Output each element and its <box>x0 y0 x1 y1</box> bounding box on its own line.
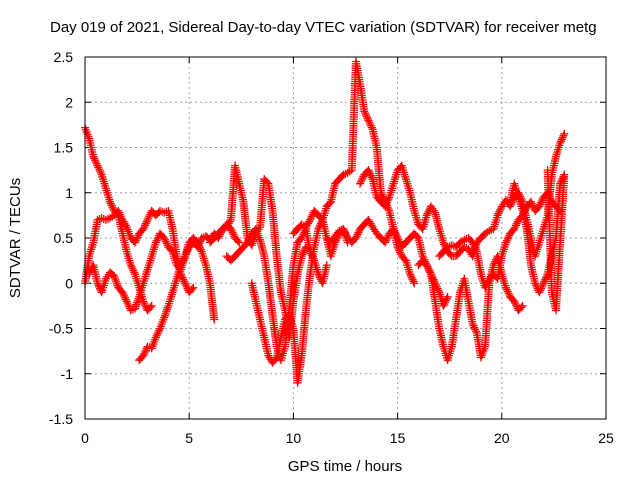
y-tick-label: 2 <box>65 94 73 110</box>
data-marks <box>81 57 569 387</box>
y-tick-label: 1.5 <box>54 140 74 156</box>
series-arc-11 <box>414 252 527 365</box>
series-arc-14 <box>506 166 569 315</box>
series-arc-10 <box>356 161 477 261</box>
x-tick-label: 10 <box>286 430 302 446</box>
x-tick-label: 5 <box>185 430 193 446</box>
x-axis-label: GPS time / hours <box>288 458 402 475</box>
y-tick-label: 0.5 <box>54 230 74 246</box>
y-tick-label: 1 <box>65 185 73 201</box>
plot-frame <box>84 56 607 420</box>
series-arc-4 <box>85 229 219 324</box>
y-tick-label: 2.5 <box>54 49 74 65</box>
chart-title: Day 019 of 2021, Sidereal Day-to-day VTE… <box>50 19 597 36</box>
series-arc-9 <box>322 215 452 310</box>
x-tick-label: 0 <box>81 430 89 446</box>
series-arc-7 <box>247 215 352 387</box>
y-tick-label: 0 <box>65 275 73 291</box>
x-tick-label: 15 <box>390 430 406 446</box>
axis-ticks: 0 5 10 15 20 25 -1.5 -1 -0.5 0 0.5 1 1.5 2 2.5 <box>49 49 614 446</box>
y-axis-label: SDTVAR / TECUs <box>7 178 24 298</box>
x-tick-label: 20 <box>494 430 510 446</box>
y-tick-label: -0.5 <box>49 321 73 337</box>
y-tick-label: -1 <box>61 366 74 382</box>
x-tick-label: 25 <box>598 430 614 446</box>
y-tick-label: -1.5 <box>49 411 73 427</box>
